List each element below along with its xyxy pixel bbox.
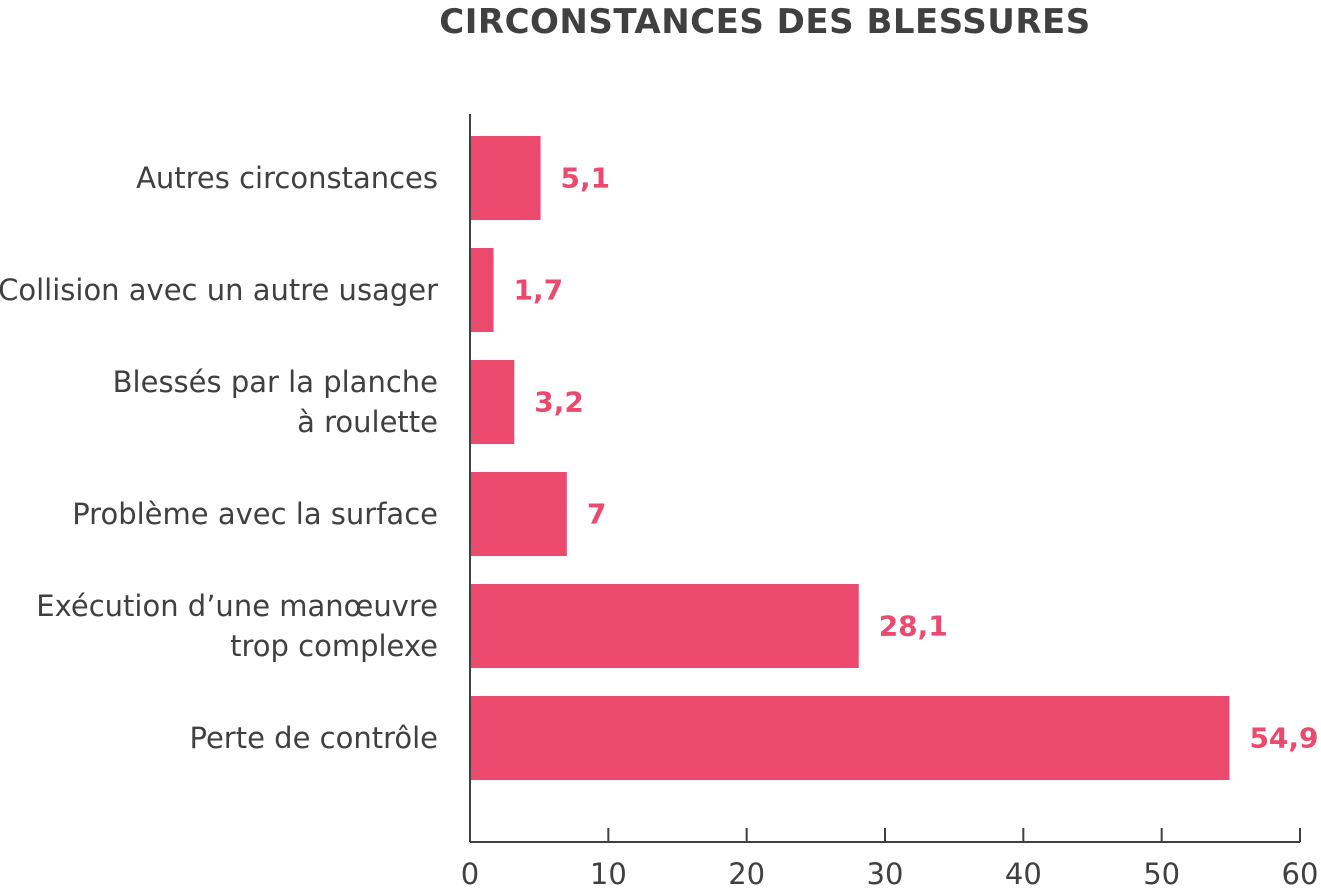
category-label-2: Blessés par la planche à roulette [113,365,438,439]
category-label-3-line-0: Problème avec la surface [72,497,438,531]
x-tick-label-1: 10 [590,857,627,891]
chart-title: CIRCONSTANCES DES BLESSURES [439,2,1091,42]
value-label-4: 28,1 [879,610,948,643]
category-label-1-line-0: Collision avec un autre usager [0,273,438,307]
bar-4 [470,584,859,668]
value-label-5: 54,9 [1249,722,1318,755]
labels-layer: 5,1 Autres circonstances 1,7 Collision avec… [0,161,1319,755]
ticks-layer: 0 10 20 30 40 50 60 [461,828,1319,891]
x-tick-label-2: 20 [728,857,765,891]
category-label-3: Problème avec la surface [72,497,438,531]
category-label-4: Exécution d’une manœuvre trop complexe [36,589,438,663]
x-tick-label-5: 50 [1143,857,1180,891]
category-label-1: Collision avec un autre usager [0,273,438,307]
category-label-4-line-1: trop complexe [230,629,438,663]
bar-1 [470,248,494,332]
value-label-1: 1,7 [514,274,564,307]
bar-3 [470,472,567,556]
category-label-4-line-0: Exécution d’une manœuvre [36,589,438,623]
x-tick-label-3: 30 [867,857,904,891]
category-label-5: Perte de contrôle [190,721,438,755]
category-label-0-line-0: Autres circonstances [136,161,438,195]
bars-layer [470,136,1230,780]
x-tick-label-4: 40 [1005,857,1042,891]
bar-2 [470,360,515,444]
x-tick-label-6: 60 [1282,857,1319,891]
category-label-2-line-1: à roulette [297,405,438,439]
x-tick-label-0: 0 [461,857,479,891]
bar-5 [470,696,1230,780]
category-label-5-line-0: Perte de contrôle [190,721,438,755]
value-label-3: 7 [587,498,606,531]
bar-0 [470,136,541,220]
category-label-2-line-0: Blessés par la planche [113,365,438,399]
value-label-0: 5,1 [561,162,611,195]
value-label-2: 3,2 [534,386,584,419]
category-label-0: Autres circonstances [136,161,438,195]
